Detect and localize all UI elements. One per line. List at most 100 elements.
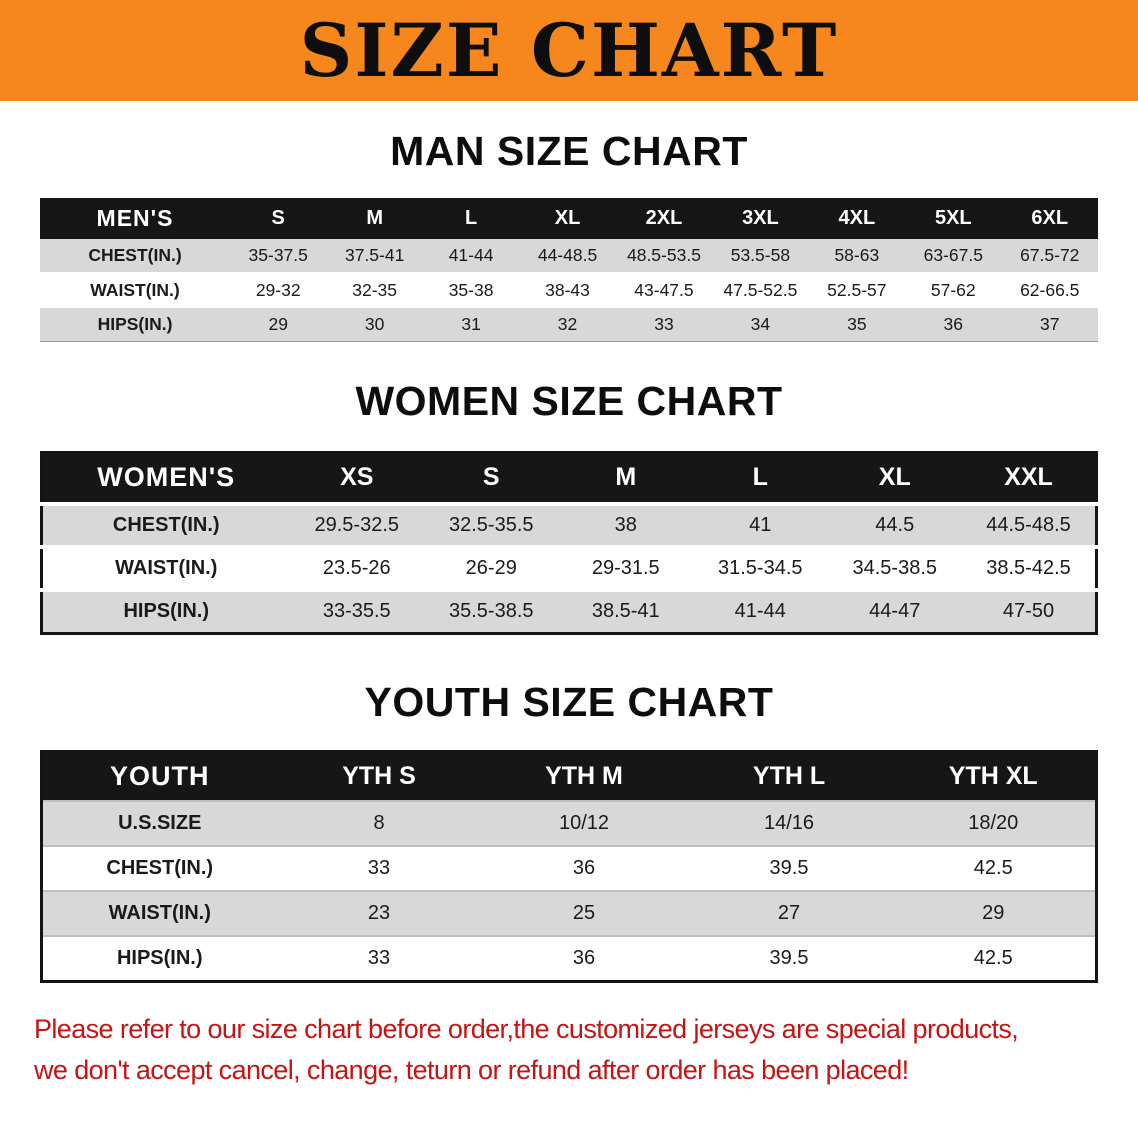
measurement-value: 32-35 xyxy=(352,279,398,300)
measurement-value: 31 xyxy=(461,313,481,334)
size-column-header: YTH M xyxy=(481,751,687,801)
size-column-header: YTH S xyxy=(276,751,482,801)
measurement-value: 44-48.5 xyxy=(537,245,598,265)
measurement-value: 30 xyxy=(364,313,385,334)
measurement-value: 33 xyxy=(654,313,674,334)
measurement-value: 35 xyxy=(847,313,867,334)
size-column-header: S xyxy=(230,198,327,239)
size-column-header: XL xyxy=(827,452,962,504)
measurement-label: HIPS(IN.) xyxy=(116,946,203,969)
measurement-label: WAIST(IN.) xyxy=(90,279,180,300)
measurement-value: 34.5-38.5 xyxy=(852,557,937,579)
measurement-value: 29 xyxy=(268,313,288,334)
women-section-heading: WOMEN SIZE CHART xyxy=(355,377,783,424)
measurement-label: CHEST(IN.) xyxy=(88,245,182,265)
men-size-table: MEN'S S M L XL 2XL 3XL 4XL 5XL 6XL CHEST(IN.) 35-37… xyxy=(40,198,1098,342)
disclaimer-line-2: we don't accept cancel, change, teturn o… xyxy=(34,1055,909,1086)
size-column-header: XL xyxy=(519,198,616,239)
size-column-header: XXL xyxy=(962,452,1097,504)
measurement-value: 38-43 xyxy=(545,279,590,300)
measurement-value: 37.5-41 xyxy=(344,245,405,265)
size-column-header: YTH XL xyxy=(891,751,1097,801)
measurement-value: 48.5-53.5 xyxy=(626,245,701,265)
measurement-label: CHEST(IN.) xyxy=(106,857,214,879)
size-column-header: 2XL xyxy=(615,198,713,239)
measurement-value: 63-67.5 xyxy=(923,245,983,265)
disclaimer-note: Please refer to our size chart before or… xyxy=(34,1009,1138,1093)
size-column-header: 5XL xyxy=(905,198,1002,239)
measurement-row: WAIST(IN.) 23.5-26 26-29 29-31.5 31.5-34.5 34… xyxy=(41,547,1097,590)
size-column-header: L xyxy=(693,452,828,504)
measurement-value: 33 xyxy=(367,857,391,879)
measurement-value: 23 xyxy=(367,902,391,924)
measurement-value: 29.5-32.5 xyxy=(314,514,399,536)
size-column-header: M xyxy=(326,198,423,239)
measurement-value: 32.5-35.5 xyxy=(448,514,534,536)
youth-section-heading: YOUTH SIZE CHART xyxy=(364,678,774,725)
measurement-value: 14/16 xyxy=(763,812,815,834)
measurement-value: 18/20 xyxy=(968,812,1019,834)
women-size-table: WOMEN'S XS S M L XL XXL CHEST(IN.) 29.5-32.5 32.5… xyxy=(40,450,1098,635)
men-section-heading: MAN SIZE CHART xyxy=(390,128,748,174)
measurement-value: 39.5 xyxy=(769,946,809,969)
measurement-value: 39.5 xyxy=(769,857,809,879)
measurement-value: 23.5-26 xyxy=(322,557,391,579)
disclaimer-line-1: Please refer to our size chart before or… xyxy=(34,1013,1019,1044)
size-column-header: YTH L xyxy=(686,751,892,801)
measurement-row: WAIST(IN.) 23 25 27 29 xyxy=(41,891,1097,936)
measurement-value: 27 xyxy=(777,902,801,924)
measurement-value: 41-44 xyxy=(448,245,494,265)
measurement-value: 38.5-42.5 xyxy=(986,557,1071,579)
measurement-row: U.S.SIZE 8 10/12 14/16 18/20 xyxy=(41,801,1097,846)
table-title-cell: YOUTH xyxy=(41,751,277,801)
measurement-value: 41 xyxy=(749,514,772,536)
measurement-label: U.S.SIZE xyxy=(118,812,202,834)
size-column-header: 3XL xyxy=(712,198,809,239)
measurement-value: 53.5-58 xyxy=(730,245,791,265)
measurement-value: 58-63 xyxy=(834,245,880,265)
measurement-label: CHEST(IN.) xyxy=(112,514,220,536)
measurement-label: HIPS(IN.) xyxy=(123,600,210,623)
youth-size-table: YOUTH YTH S YTH M YTH L YTH XL U.S.SIZE 8 10/12… xyxy=(40,749,1098,983)
measurement-value: 29-32 xyxy=(255,279,301,300)
measurement-value: 31.5-34.5 xyxy=(717,557,803,579)
measurement-label: HIPS(IN.) xyxy=(97,313,173,334)
measurement-value: 35-37.5 xyxy=(248,245,308,265)
measurement-row: HIPS(IN.) 29 30 31 32 33 34 35 36 37 xyxy=(40,307,1098,341)
measurement-value: 37 xyxy=(1040,313,1060,334)
measurement-row: HIPS(IN.) 33-35.5 35.5-38.5 38.5-41 41-44 44-… xyxy=(41,590,1097,633)
measurement-value: 33 xyxy=(367,946,391,969)
measurement-value: 38 xyxy=(614,514,637,536)
measurement-value: 42.5 xyxy=(973,857,1013,879)
measurement-value: 36 xyxy=(572,857,596,879)
measurement-value: 26-29 xyxy=(465,557,517,579)
table-title-cell: WOMEN'S xyxy=(41,452,290,504)
measurement-value: 35-38 xyxy=(448,279,494,300)
measurement-value: 43-47.5 xyxy=(634,279,694,300)
measurement-value: 29-31.5 xyxy=(591,557,660,579)
measurement-value: 42.5 xyxy=(973,946,1013,969)
measurement-value: 44-47 xyxy=(869,600,921,623)
table-header-row: YOUTH YTH S YTH M YTH L YTH XL xyxy=(41,751,1097,801)
measurement-value: 67.5-72 xyxy=(1020,245,1080,265)
measurement-value: 25 xyxy=(572,902,596,924)
measurement-value: 47.5-52.5 xyxy=(723,279,798,300)
size-column-header: 6XL xyxy=(1001,198,1098,239)
size-column-header: 4XL xyxy=(808,198,906,239)
measurement-row: WAIST(IN.) 29-32 32-35 35-38 38-43 43-47.5 47.… xyxy=(40,273,1098,307)
size-chart-banner: SIZE CHART xyxy=(0,0,1138,101)
measurement-value: 52.5-57 xyxy=(827,279,887,300)
measurement-value: 36 xyxy=(572,946,596,969)
measurement-value: 44.5-48.5 xyxy=(986,514,1071,536)
measurement-row: CHEST(IN.) 33 36 39.5 42.5 xyxy=(41,846,1097,891)
measurement-value: 41-44 xyxy=(734,600,786,623)
measurement-value: 62-66.5 xyxy=(1020,279,1080,300)
table-title-cell: MEN'S xyxy=(40,198,230,239)
measurement-row: CHEST(IN.) 35-37.5 37.5-41 41-44 44-48.5 48.5… xyxy=(40,239,1098,273)
measurement-value: 35.5-38.5 xyxy=(448,600,534,623)
page-title: SIZE CHART xyxy=(299,7,839,94)
measurement-value: 36 xyxy=(943,313,964,334)
size-column-header: L xyxy=(422,198,520,239)
measurement-row: HIPS(IN.) 33 36 39.5 42.5 xyxy=(41,936,1097,981)
measurement-value: 32 xyxy=(557,313,578,334)
